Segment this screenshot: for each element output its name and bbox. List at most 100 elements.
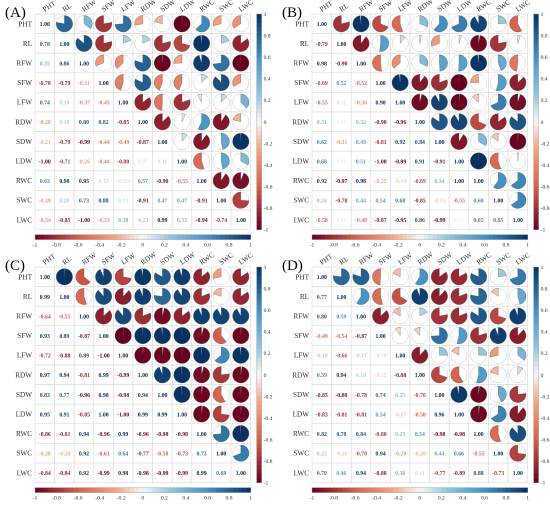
grid-cell bbox=[230, 209, 251, 230]
correlation-value: -0.08 bbox=[117, 179, 129, 185]
colorbar-segment bbox=[256, 186, 262, 192]
pie-slice bbox=[333, 15, 350, 33]
colorbar-segment bbox=[312, 234, 317, 240]
correlation-value: -0.21 bbox=[137, 218, 149, 224]
colorbar-segment bbox=[458, 234, 464, 240]
colorbar-segment bbox=[256, 318, 262, 324]
pie-slice bbox=[232, 133, 250, 150]
pie-slice bbox=[510, 191, 527, 209]
pie-slice bbox=[489, 307, 507, 325]
colorbar-segment bbox=[256, 225, 262, 230]
correlation-value: 0.93 bbox=[40, 334, 50, 340]
pie-slice bbox=[372, 288, 383, 305]
colorbar-segment bbox=[256, 404, 262, 410]
panel-label: (C) bbox=[5, 258, 25, 274]
colorbar-segment bbox=[256, 199, 262, 205]
colorbar-segment bbox=[337, 234, 343, 240]
pie-slice bbox=[470, 54, 487, 72]
colorbar-segment bbox=[533, 461, 539, 466]
pie-slice bbox=[173, 288, 191, 305]
row-label: RWC bbox=[16, 430, 32, 438]
pie-slice bbox=[173, 268, 191, 286]
row-label: SFW bbox=[17, 332, 32, 340]
pie-slice bbox=[95, 35, 112, 52]
pie-slice bbox=[517, 366, 524, 376]
colorbar-segment bbox=[406, 487, 412, 493]
correlation-value: -0.77 bbox=[433, 471, 445, 477]
colorbar-segment bbox=[203, 487, 208, 493]
pie-slice bbox=[75, 35, 93, 52]
correlation-value: 1.00 bbox=[40, 22, 50, 28]
row-label: PHT bbox=[295, 273, 309, 281]
colorbar-segment bbox=[533, 400, 539, 406]
colorbar-segment bbox=[256, 160, 262, 166]
colorbar-tick: 0.6 bbox=[481, 496, 488, 502]
row-label: RL bbox=[23, 293, 32, 301]
panel-label: (D) bbox=[282, 258, 303, 274]
row-label: RDW bbox=[15, 118, 32, 126]
pie-slice bbox=[450, 74, 468, 91]
colorbar-segment bbox=[533, 203, 539, 209]
colorbar-segment bbox=[533, 387, 539, 393]
pie-slice bbox=[419, 54, 429, 67]
column-label: RFW bbox=[358, 251, 376, 267]
correlation-value: 0.70 bbox=[317, 471, 327, 477]
colorbar-segment bbox=[108, 487, 114, 493]
colorbar-segment bbox=[533, 57, 539, 62]
colorbar-segment bbox=[256, 121, 262, 127]
colorbar-segment bbox=[220, 234, 226, 240]
pie-slice bbox=[509, 327, 527, 344]
colorbar-segment bbox=[533, 65, 539, 71]
column-label: LWC bbox=[514, 251, 531, 267]
pie-slice bbox=[489, 152, 501, 170]
pie-slice bbox=[391, 74, 409, 91]
column-label: LDW bbox=[456, 0, 474, 14]
pie-slice bbox=[134, 54, 152, 72]
correlation-value: 0.35 bbox=[40, 61, 50, 67]
row-label: RDW bbox=[292, 371, 309, 379]
pie-slice bbox=[450, 366, 464, 384]
correlation-value: 0.98 bbox=[376, 101, 386, 107]
colorbar-segment bbox=[533, 327, 539, 333]
colorbar-tick: 1 bbox=[526, 243, 529, 249]
colorbar-segment bbox=[533, 117, 539, 123]
correlation-value: 1.00 bbox=[236, 471, 246, 477]
colorbar-frame bbox=[256, 13, 262, 230]
pie-slice bbox=[193, 133, 210, 150]
correlation-value: 1.00 bbox=[395, 354, 405, 360]
pie-slice bbox=[240, 93, 250, 109]
colorbar-segment bbox=[35, 234, 40, 240]
correlation-value: -0.33 bbox=[98, 218, 110, 224]
colorbar-segment bbox=[69, 234, 75, 240]
column-label: RWC bbox=[475, 251, 493, 267]
colorbar-tick: -0.6 bbox=[74, 496, 83, 502]
row-label: SWC bbox=[16, 197, 32, 205]
colorbar-segment bbox=[533, 413, 539, 419]
colorbar-tick: -0.4 bbox=[372, 496, 381, 502]
colorbar-segment bbox=[91, 234, 96, 240]
colorbar-segment bbox=[99, 487, 105, 493]
colorbar-segment bbox=[533, 374, 539, 380]
colorbar-segment bbox=[333, 234, 339, 240]
correlation-value: -0.17 bbox=[355, 354, 367, 360]
colorbar-segment bbox=[103, 487, 109, 493]
colorbar-segment bbox=[256, 396, 262, 402]
colorbar-segment bbox=[533, 448, 539, 453]
colorbar-segment bbox=[533, 225, 539, 230]
colorbar-segment bbox=[385, 234, 391, 240]
correlation-value: 1.00 bbox=[454, 159, 464, 165]
pie-slice bbox=[154, 288, 171, 305]
correlation-value: -0.90 bbox=[335, 61, 347, 67]
colorbar-segment bbox=[256, 288, 262, 294]
colorbar-segment bbox=[95, 234, 101, 240]
pie-slice bbox=[195, 15, 210, 33]
colorbar-segment bbox=[533, 357, 539, 363]
column-label: PHT bbox=[41, 0, 57, 14]
pie-slice bbox=[134, 346, 152, 364]
pie-slice bbox=[498, 54, 507, 71]
pie-slice bbox=[83, 15, 93, 29]
colorbar-segment bbox=[506, 487, 511, 493]
pie-slice bbox=[391, 288, 408, 305]
colorbar-tick: 0.2 bbox=[541, 351, 548, 357]
colorbar-segment bbox=[533, 220, 539, 226]
